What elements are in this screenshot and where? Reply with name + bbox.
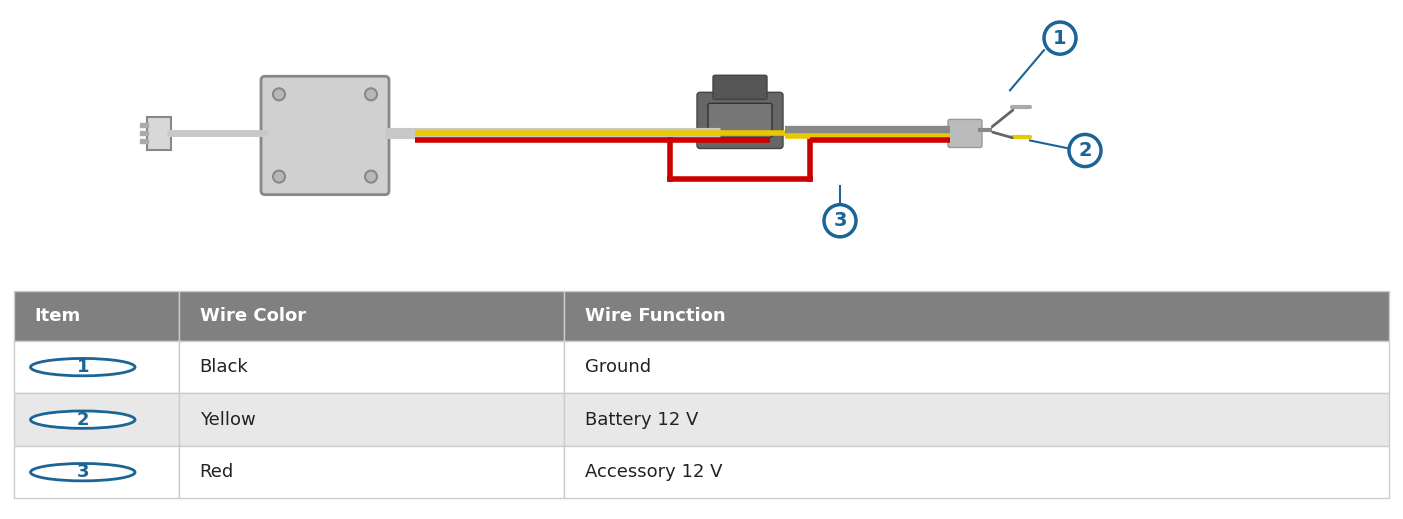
Bar xyxy=(564,341,1389,393)
Bar xyxy=(14,341,180,393)
Bar xyxy=(180,341,564,393)
Text: 2: 2 xyxy=(1078,141,1092,160)
Bar xyxy=(14,446,180,498)
Bar xyxy=(140,140,147,143)
Circle shape xyxy=(274,88,285,100)
Text: Wire Color: Wire Color xyxy=(199,307,306,325)
FancyBboxPatch shape xyxy=(709,103,772,138)
Text: 3: 3 xyxy=(833,211,847,230)
Text: Wire Function: Wire Function xyxy=(585,307,725,325)
Bar xyxy=(14,291,180,341)
Bar xyxy=(14,393,180,446)
Circle shape xyxy=(274,171,285,183)
FancyBboxPatch shape xyxy=(697,92,783,148)
Bar xyxy=(564,446,1389,498)
Circle shape xyxy=(31,463,135,481)
FancyBboxPatch shape xyxy=(713,75,767,99)
Bar xyxy=(180,446,564,498)
Circle shape xyxy=(1044,22,1076,54)
Text: Accessory 12 V: Accessory 12 V xyxy=(585,463,723,481)
Circle shape xyxy=(365,88,377,100)
Text: Item: Item xyxy=(35,307,81,325)
Circle shape xyxy=(1069,134,1101,167)
Circle shape xyxy=(365,171,377,183)
Bar xyxy=(140,124,147,128)
FancyBboxPatch shape xyxy=(261,76,389,195)
Text: 1: 1 xyxy=(77,358,88,376)
Text: Black: Black xyxy=(199,358,248,376)
Text: 2: 2 xyxy=(77,411,88,429)
Circle shape xyxy=(31,411,135,428)
Bar xyxy=(564,393,1389,446)
Text: Red: Red xyxy=(199,463,234,481)
Text: Ground: Ground xyxy=(585,358,651,376)
Bar xyxy=(140,131,147,135)
Bar xyxy=(180,291,564,341)
Circle shape xyxy=(31,359,135,376)
Bar xyxy=(180,393,564,446)
Text: 3: 3 xyxy=(77,463,88,481)
FancyBboxPatch shape xyxy=(948,119,982,147)
Circle shape xyxy=(824,204,856,237)
FancyBboxPatch shape xyxy=(147,117,171,149)
Text: 1: 1 xyxy=(1054,29,1066,48)
Text: Battery 12 V: Battery 12 V xyxy=(585,411,699,429)
Bar xyxy=(564,291,1389,341)
Text: Yellow: Yellow xyxy=(199,411,255,429)
